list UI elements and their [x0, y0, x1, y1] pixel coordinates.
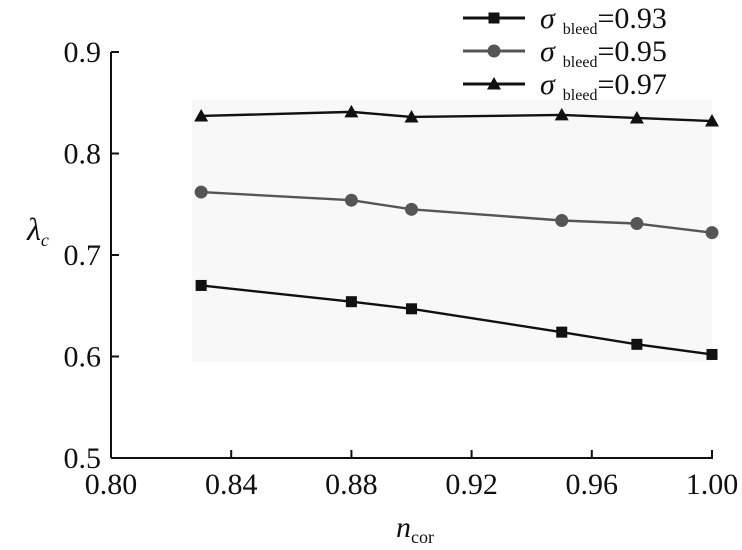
data-point-triangle	[344, 104, 359, 118]
plot-background	[192, 100, 712, 362]
data-point-circle	[705, 226, 719, 240]
data-point-circle	[555, 213, 569, 227]
series-line	[201, 284, 713, 356]
x-tick-label: 0.88	[325, 468, 378, 501]
data-point-square	[345, 296, 357, 308]
legend-item: σ bleed=0.93	[463, 2, 667, 38]
y-tick-label: 0.9	[64, 36, 102, 69]
data-point-triangle	[487, 77, 501, 90]
data-point-circle	[194, 185, 208, 199]
x-tick-label: 0.80	[85, 468, 138, 501]
data-point-triangle	[194, 108, 209, 122]
data-point-square	[195, 279, 207, 291]
data-point-triangle	[705, 114, 719, 127]
data-point-triangle	[554, 107, 569, 121]
data-point-square	[706, 348, 718, 360]
data-point-triangle	[404, 109, 419, 123]
ticks: 0.80 0.84 0.88 0.92 0.96 1.00 0.5 0.6 0.7 0.8 0.9	[64, 36, 739, 501]
series-triangle	[194, 104, 719, 127]
legend-label: σ bleed=0.97	[540, 68, 667, 104]
legend-item: σ bleed=0.97	[463, 68, 667, 104]
data-point-circle	[630, 217, 644, 231]
legend: σ bleed=0.93σ bleed=0.95σ bleed=0.97	[463, 2, 667, 104]
legend-label: σ bleed=0.93	[540, 2, 667, 38]
series-square	[195, 279, 718, 360]
data-point-square	[406, 303, 417, 315]
data-point-triangle	[629, 110, 644, 124]
series-line	[201, 190, 713, 234]
plot-shade	[192, 100, 712, 362]
x-axis-label: ncor	[396, 511, 434, 547]
legend-label: σ bleed=0.95	[540, 35, 667, 71]
x-tick-label: 0.92	[445, 468, 498, 501]
data-point-circle	[344, 193, 358, 207]
y-tick-label: 0.8	[64, 138, 102, 171]
x-tick-label: 1.00	[686, 468, 739, 501]
x-tick-label: 0.84	[205, 468, 258, 501]
x-tick-label: 0.96	[566, 468, 619, 501]
legend-item: σ bleed=0.95	[463, 35, 667, 71]
data-point-square	[631, 338, 643, 350]
y-axis-label: λc	[26, 211, 49, 250]
y-tick-label: 0.6	[64, 341, 102, 374]
data-point-square	[488, 12, 500, 24]
data-point-circle	[405, 202, 418, 216]
series-circle	[194, 185, 719, 240]
data-point-circle	[487, 44, 501, 58]
series-line	[201, 110, 713, 123]
y-tick-label: 0.5	[64, 442, 102, 475]
y-tick-label: 0.7	[64, 239, 102, 272]
series-layer	[194, 104, 719, 360]
data-point-square	[556, 326, 568, 338]
